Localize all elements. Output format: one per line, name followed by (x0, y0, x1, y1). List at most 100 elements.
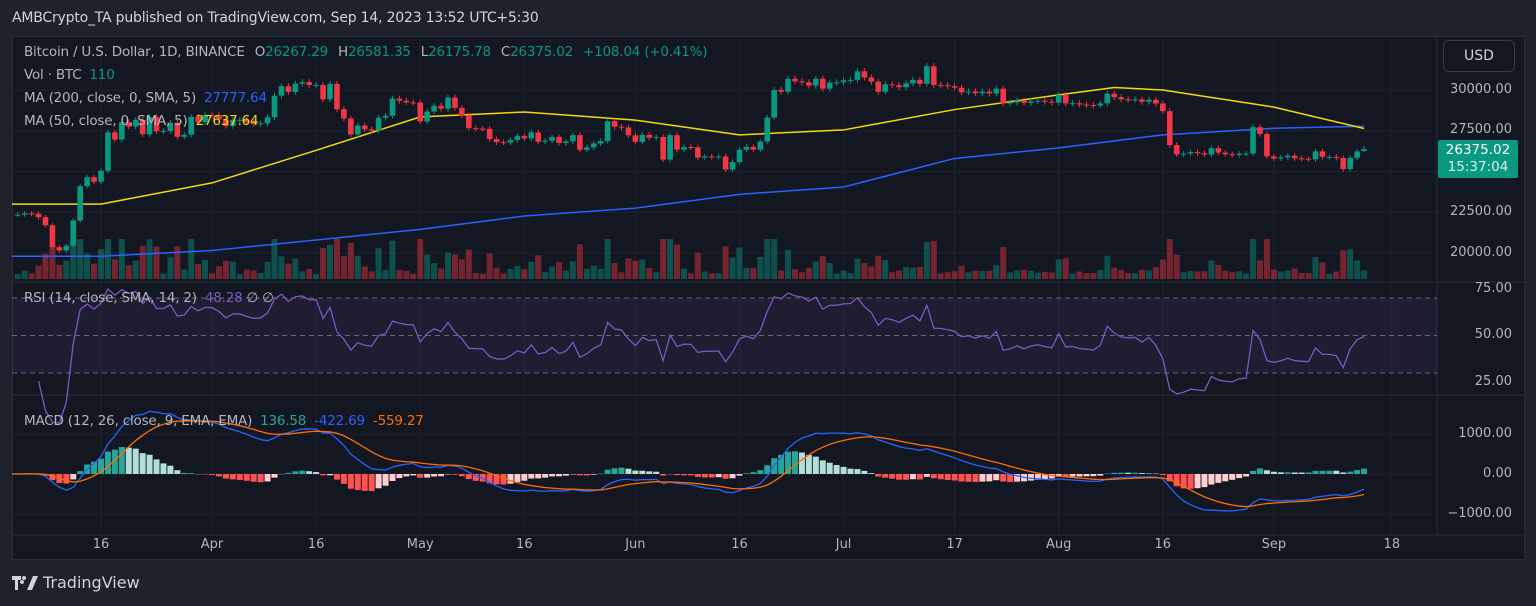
candle-body (1173, 145, 1180, 155)
macd-histogram-bar (1097, 474, 1104, 476)
candle-body (1298, 158, 1305, 160)
macd-histogram-bar (146, 454, 153, 474)
volume-bar (375, 248, 382, 279)
macd-histogram-bar (625, 468, 632, 474)
candle-body (632, 135, 639, 142)
macd-histogram-bar (91, 461, 98, 474)
macd-histogram-bar (743, 473, 750, 474)
candle-body (1229, 154, 1236, 156)
ma200-legend[interactable]: MA (200, close, 0, SMA, 5) 27777.64 (24, 90, 271, 106)
candle-body (188, 116, 195, 135)
macd-histogram-bar (778, 454, 785, 474)
volume-bar (1187, 270, 1194, 279)
volume-bar (278, 256, 285, 279)
macd-histogram-bar (215, 474, 222, 477)
candle-body (868, 77, 875, 82)
candle-body (410, 102, 417, 104)
rsi-legend[interactable]: RSI (14, close, SMA, 14, 2) 48.28 ∅ ∅ (24, 290, 278, 306)
volume-bar (1319, 262, 1326, 279)
volume-bar (368, 271, 375, 279)
macd-histogram-bar (812, 456, 819, 474)
macd-histogram-bar (1194, 474, 1201, 489)
candle-body (153, 117, 160, 132)
volume-bar (458, 259, 465, 279)
volume-bar (993, 265, 1000, 279)
volume-bar (1014, 270, 1021, 279)
macd-histogram-bar (167, 465, 174, 474)
candle-body (243, 119, 250, 123)
macd-histogram-bar (854, 469, 861, 474)
candle-body (792, 78, 798, 82)
volume-bar (327, 244, 334, 279)
volume-bar (909, 267, 916, 279)
macd-histogram-bar (347, 474, 354, 489)
candle-body (743, 146, 750, 150)
macd-histogram-bar (1354, 470, 1361, 474)
ma200-label: MA (200, close, 0, SMA, 5) (24, 90, 197, 106)
volume-bar (70, 239, 77, 279)
macd-histogram-bar (507, 474, 514, 484)
volume-bar (715, 273, 722, 279)
candle-body (174, 122, 181, 137)
macd-histogram-bar (1291, 472, 1298, 474)
macd-histogram-bar (139, 453, 146, 474)
volume-bar (472, 273, 479, 279)
last-price-label: 26375.02 15:37:04 (1438, 140, 1518, 178)
candle-body (292, 83, 299, 92)
macd-histogram-bar (1055, 474, 1062, 477)
macd-histogram-bar (722, 474, 729, 479)
ma50-legend[interactable]: MA (50, close, 0, SMA, 5) 27637.64 (24, 113, 262, 129)
time-tick: 16 (731, 537, 748, 552)
candle-body (438, 105, 444, 109)
candle-body (695, 147, 701, 158)
volume-bar (49, 239, 56, 279)
volume-bar (646, 268, 653, 279)
volume-bar (916, 266, 923, 279)
macd-histogram-bar (542, 474, 549, 478)
tradingview-logo[interactable]: TradingView (12, 573, 140, 592)
candle-body (396, 98, 403, 101)
macd-histogram-bar (1298, 472, 1305, 474)
volume-legend[interactable]: Vol · BTC 110 (24, 67, 119, 83)
macd-histogram-bar (458, 474, 465, 477)
symbol-name[interactable]: Bitcoin / U.S. Dollar, 1D, BINANCE (24, 44, 245, 60)
candle-body (1326, 156, 1333, 158)
volume-bar (84, 253, 91, 279)
volume-bar (757, 256, 764, 279)
candle-body (931, 66, 937, 85)
macd-legend[interactable]: MACD (12, 26, close, 9, EMA, EMA) 136.58-… (24, 413, 428, 429)
currency-button[interactable]: USD (1443, 40, 1515, 72)
macd-histogram-bar (493, 474, 500, 485)
volume-bar (438, 268, 445, 279)
price-tick: 22500.00 (1449, 204, 1512, 219)
macd-histogram-bar (1250, 470, 1257, 474)
open-label: O (254, 44, 266, 60)
candle-body (77, 186, 83, 221)
macd-histogram-bar (264, 474, 271, 482)
candle-body (486, 128, 493, 140)
candle-body (570, 135, 576, 142)
macd-histogram-bar (896, 474, 903, 480)
candle-body (1250, 127, 1256, 154)
macd-histogram-bar (451, 474, 458, 475)
volume-bar (1055, 259, 1062, 279)
volume-bar (1125, 273, 1132, 279)
volume-bar (923, 242, 930, 279)
candle-body (375, 117, 382, 131)
macd-histogram-bar (632, 470, 639, 474)
volume-bar (250, 270, 257, 279)
volume-bar (805, 268, 812, 279)
volume-bar (14, 274, 21, 279)
candle-body (313, 84, 319, 86)
macd-histogram-bar (729, 474, 736, 479)
macd-histogram-bar (313, 472, 320, 474)
candle-body (28, 213, 35, 215)
macd-histogram-bar (63, 474, 70, 484)
candle-body (882, 84, 889, 92)
volume-bar (701, 271, 708, 279)
volume-bar (1034, 272, 1041, 279)
macd-histogram-bar (403, 474, 410, 477)
macd-histogram-bar (438, 474, 445, 477)
volume-bar (1139, 269, 1145, 279)
